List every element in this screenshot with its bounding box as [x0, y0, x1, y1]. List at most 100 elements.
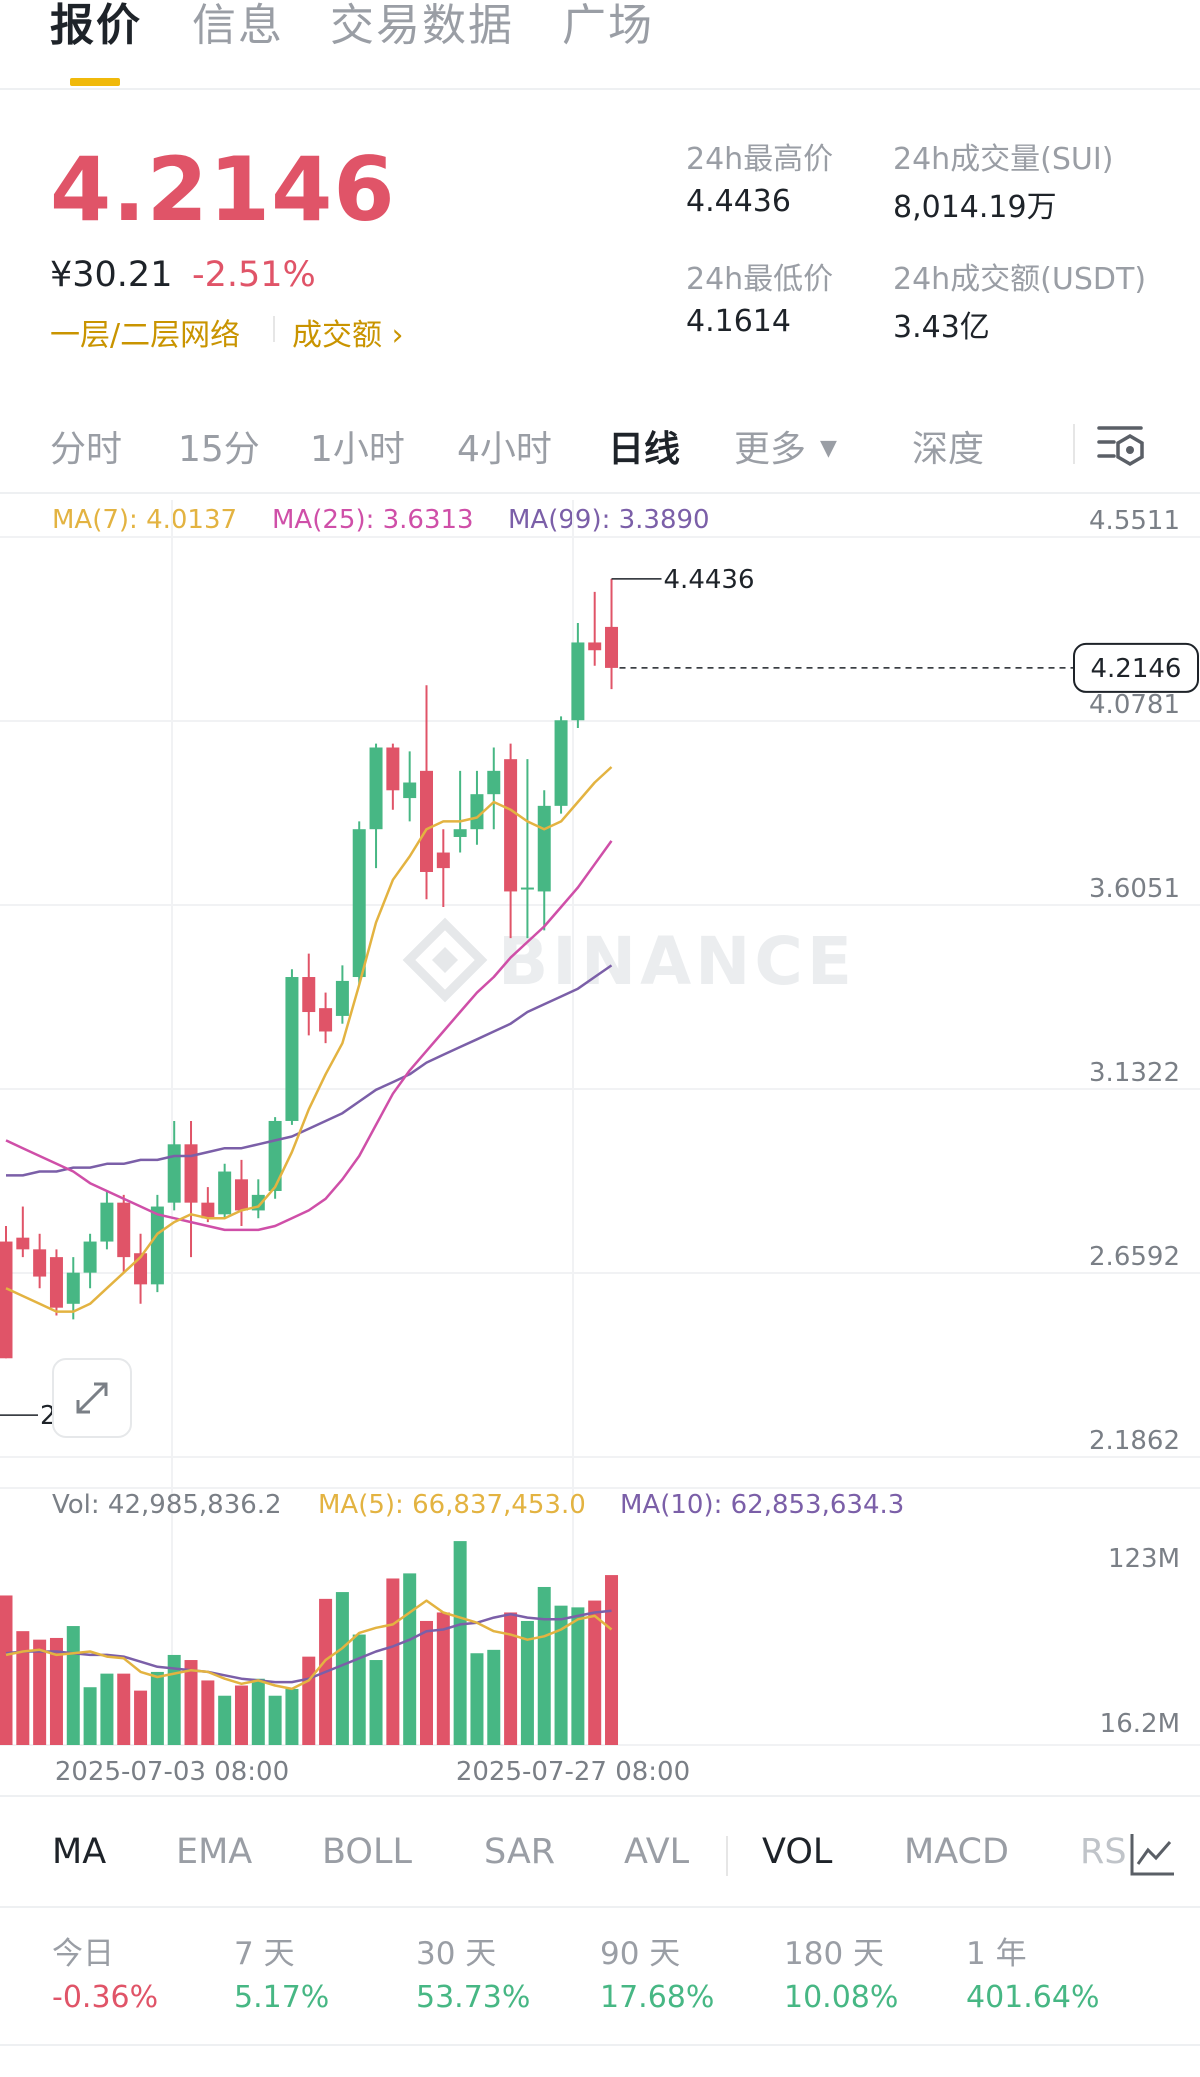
- vol-ma5-legend: MA(5): 66,837,453.0: [318, 1490, 586, 1520]
- indicator-rsi[interactable]: RSI: [1080, 1832, 1130, 1872]
- volume-bar: [66, 1626, 80, 1745]
- candle-body: [470, 794, 484, 830]
- tab-trading-data[interactable]: 交易数据: [330, 0, 514, 51]
- volume-bar: [605, 1575, 619, 1745]
- indicator-ma[interactable]: MA: [52, 1832, 107, 1872]
- price-axis-tick: 3.6051: [1089, 874, 1180, 904]
- indicator-sar[interactable]: SAR: [484, 1832, 556, 1872]
- volume-bar: [49, 1637, 63, 1745]
- interval-timeline[interactable]: 分时: [50, 429, 123, 470]
- volume-bar: [268, 1695, 282, 1745]
- low-24h-value: 4.1614: [686, 304, 791, 339]
- watermark-text: BINANCE: [498, 923, 856, 1000]
- tabs-divider: [0, 88, 1200, 90]
- volume-bar: [386, 1578, 400, 1745]
- volume-bar: [554, 1605, 568, 1745]
- candle-body: [33, 1249, 47, 1277]
- candle-body: [537, 805, 551, 892]
- vol-usdt-label: 24h成交额(USDT): [893, 262, 1147, 297]
- volume-bar: [117, 1673, 131, 1745]
- active-tab-indicator: [70, 78, 120, 86]
- candle-body: [335, 980, 349, 1016]
- candle-body: [487, 770, 501, 795]
- perf-7d-value: 5.17%: [234, 1980, 330, 2015]
- price-axis-tick: 4.5511: [1089, 506, 1180, 536]
- performance-top-divider: [0, 1906, 1200, 1908]
- candle-body: [268, 1120, 282, 1191]
- candle-body: [420, 770, 433, 872]
- ma99-legend: MA(99): 3.3890: [508, 505, 710, 535]
- volume-bar: [134, 1690, 148, 1745]
- interval-15m[interactable]: 15分: [178, 429, 260, 470]
- perf-180d-label: 180 天: [784, 1936, 885, 1972]
- volume-bar: [470, 1653, 484, 1745]
- high-24h-label: 24h最高价: [686, 142, 834, 177]
- candle-body: [554, 720, 568, 806]
- indicator-macd[interactable]: MACD: [904, 1832, 1009, 1872]
- volume-bar: [537, 1586, 551, 1745]
- candle-body: [302, 977, 316, 1013]
- indicator-avl[interactable]: AVL: [624, 1832, 690, 1872]
- interval-more-label: 更多: [734, 429, 807, 470]
- candle-body: [167, 1144, 181, 1203]
- candle-body: [218, 1171, 232, 1215]
- volume-bar: [167, 1654, 181, 1745]
- volume-bar: [33, 1639, 47, 1745]
- volume-bar: [588, 1600, 602, 1745]
- candle-body: [403, 782, 417, 799]
- candle-body: [571, 642, 585, 721]
- vol-legend: Vol: 42,985,836.2: [52, 1490, 282, 1520]
- perf-today-value: -0.36%: [52, 1980, 159, 2015]
- indicator-ema[interactable]: EMA: [176, 1832, 253, 1872]
- tab-quote[interactable]: 报价: [50, 0, 142, 51]
- candle-body: [588, 642, 602, 651]
- volume-link[interactable]: 成交额 ›: [292, 318, 404, 353]
- candle-body: [66, 1272, 80, 1304]
- candle-body: [369, 747, 383, 830]
- candle-body: [16, 1237, 30, 1250]
- vol-sui-label: 24h成交量(SUI): [893, 142, 1114, 177]
- perf-1y-label: 1 年: [966, 1936, 1027, 1972]
- low-24h-label: 24h最低价: [686, 262, 834, 297]
- interval-depth[interactable]: 深度: [912, 429, 985, 470]
- candlestick-chart[interactable]: BINANCE 4.5511 4.0781 3.6051 3.1322 2.6592 2.…: [0, 500, 1200, 1790]
- candle-body: [0, 1241, 13, 1359]
- current-price-label: 4.2146: [1091, 654, 1182, 684]
- volume-bar: [352, 1634, 366, 1745]
- ma7-line: [5, 766, 613, 1313]
- cny-price: ¥30.21: [50, 255, 173, 295]
- candle-body: [285, 977, 299, 1121]
- interval-more[interactable]: 更多 ▼: [734, 420, 837, 472]
- volume-bar: [251, 1678, 265, 1745]
- chart-top-divider: [0, 492, 1200, 494]
- network-tag[interactable]: 一层/二层网络: [50, 318, 241, 353]
- expand-icon: [76, 1382, 108, 1414]
- tag-separator: [273, 316, 275, 342]
- interval-1d[interactable]: 日线: [608, 429, 681, 470]
- vol-usdt-value: 3.43亿: [893, 310, 990, 345]
- fullscreen-button[interactable]: [52, 1358, 132, 1438]
- perf-today-label: 今日: [52, 1936, 114, 1972]
- tab-info[interactable]: 信息: [192, 0, 284, 51]
- candle-body: [234, 1179, 248, 1211]
- indicator-chart-icon[interactable]: [1128, 1830, 1178, 1878]
- date-axis-tick: 2025-07-27 08:00: [456, 1757, 690, 1787]
- indicator-vol[interactable]: VOL: [762, 1832, 833, 1872]
- volume-bar: [218, 1695, 232, 1745]
- last-price: 4.2146: [50, 138, 396, 241]
- vol-ma10-legend: MA(10): 62,853,634.3: [620, 1490, 905, 1520]
- interval-4h[interactable]: 4小时: [457, 429, 552, 470]
- volume-axis-tick: 16.2M: [1100, 1709, 1180, 1739]
- interval-1h[interactable]: 1小时: [310, 429, 405, 470]
- tab-square[interactable]: 广场: [562, 0, 654, 51]
- chart-settings-icon[interactable]: [1096, 420, 1146, 470]
- volume-bar: [403, 1573, 417, 1745]
- candle-body: [605, 626, 619, 668]
- price-axis-tick: 2.1862: [1089, 1426, 1180, 1456]
- volume-bar: [369, 1660, 383, 1745]
- indicator-boll[interactable]: BOLL: [322, 1832, 412, 1872]
- current-price-pill: [1073, 642, 1199, 693]
- volume-bar: [520, 1620, 534, 1745]
- candle-body: [83, 1241, 97, 1273]
- price-change-percent: -2.51%: [192, 255, 316, 295]
